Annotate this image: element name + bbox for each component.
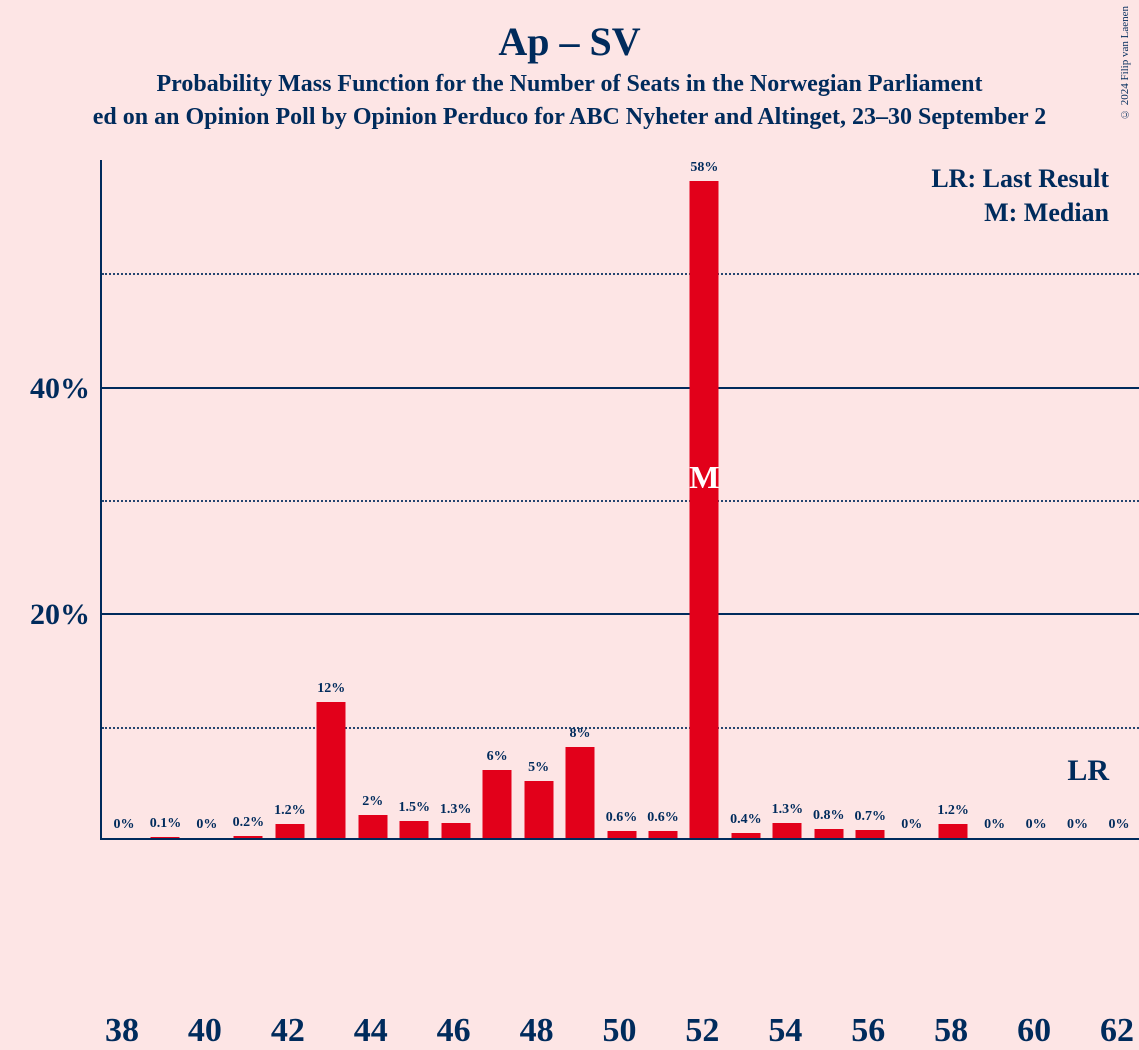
x-tick-label: 62	[1100, 1012, 1134, 1050]
legend: LR: Last Result M: Median	[931, 164, 1109, 232]
x-tick-label: 44	[354, 1012, 388, 1050]
x-tick-label: 46	[437, 1012, 471, 1050]
y-tick-label: 40%	[30, 372, 102, 406]
bar	[151, 837, 180, 838]
title-block: Ap – SV Probability Mass Function for th…	[0, 0, 1139, 131]
bar	[773, 823, 802, 838]
bar-value-label: 0%	[1109, 817, 1130, 833]
bar-value-label: 8%	[570, 726, 591, 742]
x-tick-label: 54	[768, 1012, 802, 1050]
chart-container: LR: Last Result M: Median 20% 40% LR 0% 0.1%…	[0, 160, 1139, 924]
bar-value-label: 0%	[1026, 817, 1047, 833]
bar-value-label: 0.6%	[647, 810, 679, 826]
chart-source: ed on an Opinion Poll by Opinion Perduco…	[0, 104, 1139, 131]
x-tick-label: 48	[520, 1012, 554, 1050]
x-tick-label: 38	[105, 1012, 139, 1050]
bar-value-label: 1.2%	[937, 803, 969, 819]
bar-value-label: 0%	[901, 817, 922, 833]
bar-value-label: 6%	[487, 749, 508, 765]
bar-value-label: 12%	[317, 681, 345, 697]
bar-value-label: 0%	[196, 817, 217, 833]
bar-value-label: 0%	[114, 817, 135, 833]
chart-title: Ap – SV	[0, 18, 1139, 65]
bar-value-label: 1.3%	[772, 802, 804, 818]
bar-value-label: 0.2%	[233, 815, 265, 831]
bar	[400, 821, 429, 838]
x-tick-label: 56	[851, 1012, 885, 1050]
legend-lr: LR: Last Result	[931, 164, 1109, 194]
bar	[731, 833, 760, 838]
bar-value-label: 1.3%	[440, 802, 472, 818]
plot-area: LR: Last Result M: Median 20% 40% LR 0% 0.1%…	[100, 160, 1139, 840]
x-tick-label: 42	[271, 1012, 305, 1050]
x-tick-label: 52	[685, 1012, 719, 1050]
bar-value-label: 0%	[984, 817, 1005, 833]
gridline-major: 20%	[102, 613, 1139, 615]
bar	[607, 831, 636, 838]
bar-value-label: 2%	[362, 794, 383, 810]
gridline-minor	[102, 273, 1139, 275]
bar	[275, 824, 304, 838]
x-tick-label: 40	[188, 1012, 222, 1050]
bar-value-label: 0.4%	[730, 812, 762, 828]
chart-subtitle: Probability Mass Function for the Number…	[0, 71, 1139, 98]
lr-marker: LR	[1067, 754, 1109, 788]
bar	[483, 770, 512, 838]
bar-value-label: 0.8%	[813, 808, 845, 824]
x-tick-label: 58	[934, 1012, 968, 1050]
bar	[648, 831, 677, 838]
bar	[856, 830, 885, 838]
gridline-minor	[102, 500, 1139, 502]
bar	[358, 815, 387, 838]
bar	[441, 823, 470, 838]
bar	[939, 824, 968, 838]
bar	[234, 836, 263, 838]
bar-value-label: 0.1%	[150, 816, 182, 832]
bar	[524, 781, 553, 838]
bar	[814, 829, 843, 838]
bar	[317, 702, 346, 838]
bar-value-label: 5%	[528, 760, 549, 776]
bar-value-label: 0.7%	[855, 809, 887, 825]
bar-value-label: 0.6%	[606, 810, 638, 826]
legend-m: M: Median	[931, 198, 1109, 228]
median-marker: M	[689, 459, 719, 496]
bar-value-label: 1.2%	[274, 803, 306, 819]
y-tick-label: 20%	[30, 598, 102, 632]
bar	[566, 747, 595, 838]
x-tick-label: 60	[1017, 1012, 1051, 1050]
copyright-text: © 2024 Filip van Laenen	[1119, 6, 1131, 120]
gridline-major: 40%	[102, 387, 1139, 389]
bar-value-label: 1.5%	[398, 800, 430, 816]
bar-value-label: 0%	[1067, 817, 1088, 833]
bar	[690, 181, 719, 838]
bar-value-label: 58%	[690, 160, 718, 176]
gridline-minor	[102, 727, 1139, 729]
x-tick-label: 50	[603, 1012, 637, 1050]
